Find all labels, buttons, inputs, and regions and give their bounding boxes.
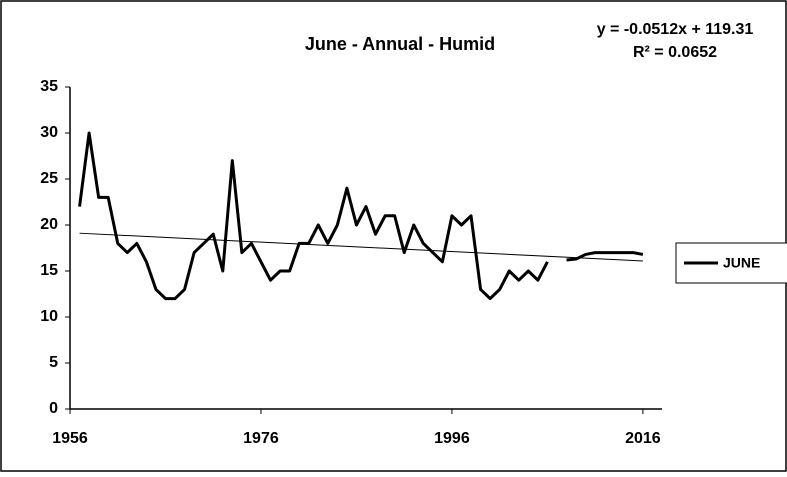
r-squared: R² = 0.0652 <box>633 44 717 61</box>
y-tick-label: 0 <box>49 400 58 417</box>
y-tick-label: 20 <box>40 216 58 233</box>
y-tick-label: 15 <box>40 262 58 279</box>
chart-title: June - Annual - Humid <box>305 34 495 54</box>
y-tick-label: 25 <box>40 170 58 187</box>
x-tick-label: 1996 <box>434 430 470 447</box>
y-tick-label: 10 <box>40 308 58 325</box>
y-tick-label: 5 <box>49 354 58 371</box>
y-tick-label: 35 <box>40 78 58 95</box>
legend-label: JUNE <box>723 255 760 271</box>
x-tick-label: 1956 <box>52 430 88 447</box>
y-tick-label: 30 <box>40 124 58 141</box>
equation: y = -0.0512x + 119.31 <box>597 21 754 38</box>
x-tick-label: 2016 <box>625 430 661 447</box>
x-tick-label: 1976 <box>243 430 279 447</box>
trendline <box>79 232 643 262</box>
